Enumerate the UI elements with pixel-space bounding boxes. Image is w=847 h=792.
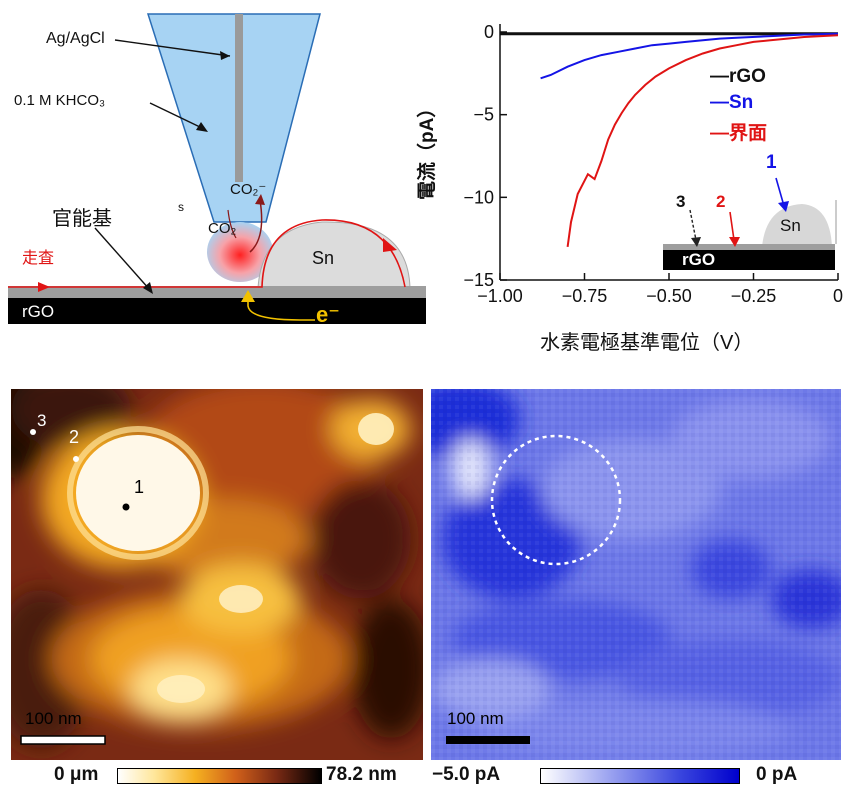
co2-minus-label: CO₂⁻ [230, 181, 267, 198]
series-line-1 [540, 32, 839, 80]
topo-colorbar-max: 78.2 nm [326, 764, 397, 785]
lsv-chart-panel: −1.00 −0.75 −0.50 −0.25 0 0 −5 −10 −15 電流（pA） 水素… [410, 0, 847, 370]
current-map-panel: 100 nm [401, 379, 847, 760]
current-colorbar-min: −5.0 pA [432, 764, 501, 785]
current-scale-label: 100 nm [447, 709, 504, 728]
topography-map [0, 359, 431, 760]
scan-arrow-left [38, 282, 50, 292]
chart-axes: −1.00 −0.75 −0.50 −0.25 0 0 −5 −10 −15 [463, 22, 843, 306]
electron-arrowhead [241, 290, 255, 302]
chart-inset [663, 177, 837, 270]
topo-colorbar [117, 768, 322, 784]
co2-in-arrow [227, 209, 237, 239]
co2-reduction-arrowhead [255, 194, 265, 205]
electron-path [247, 294, 315, 321]
ag-agcl-wire [235, 14, 243, 182]
inset-arrow-3 [689, 209, 697, 241]
point-3-marker [30, 429, 36, 435]
co2-reduction-arrow [249, 199, 263, 253]
co2-label: CO₂ [208, 220, 237, 237]
current-map [401, 379, 847, 760]
ag-agcl-label: Ag/AgCl [46, 30, 105, 47]
topo-point-1-label: 1 [134, 477, 145, 497]
electron-label: e⁻ [316, 302, 340, 327]
substrate-gray-layer [8, 286, 426, 298]
legend-sn: —Sn [710, 92, 754, 113]
inset-arrow-1 [775, 177, 785, 207]
sn-particle-outline [490, 434, 622, 566]
y-tick-label: −15 [463, 270, 494, 290]
schematic-panel: Ag/AgCl 0.1 M KHCO₃ s CO₂⁻ CO₂ 官能基 走査 Sn… [0, 0, 430, 340]
legend-rgo: —rGO [710, 66, 766, 87]
rgo-substrate [8, 298, 426, 324]
topo-scale-bar [20, 735, 106, 745]
legend-interface: —界面 [710, 123, 768, 144]
topo-scale-label: 100 nm [25, 709, 82, 728]
chart-lines [500, 32, 839, 248]
y-tick-label: −10 [463, 187, 494, 207]
x-tick-label: −0.75 [562, 286, 608, 306]
point-1-marker [122, 503, 130, 511]
inset-label-2: 2 [716, 192, 726, 211]
inset-label-1: 1 [766, 152, 777, 173]
topo-point-2-label: 2 [69, 427, 80, 447]
scan-label: 走査 [22, 250, 55, 267]
meniscus-droplet [207, 222, 273, 282]
sn-particle [257, 221, 411, 289]
inset-arrow-2 [729, 211, 735, 241]
small-particle-bright [358, 413, 394, 445]
x-tick-label: −0.25 [731, 286, 777, 306]
inset-rgo-label: rGO [682, 250, 716, 269]
current-scale-bar [446, 736, 530, 744]
y-tick-label: 0 [484, 22, 494, 42]
x-tick-label: −0.50 [646, 286, 692, 306]
current-colorbar-row: −5.0 pA 0 pA [430, 762, 847, 790]
point-2-marker [73, 456, 79, 462]
small-s-label: s [178, 200, 184, 214]
inset-rgo-layer [663, 250, 835, 270]
sn-label: Sn [312, 248, 335, 268]
functional-group-pointer [94, 227, 151, 291]
scan-arrow-right [383, 238, 397, 252]
inset-label-3: 3 [676, 192, 686, 211]
topo-colorbar-min: 0 μm [54, 764, 99, 785]
chart-x-axis-label: 水素電極基準電位（V） [540, 332, 754, 354]
inset-sn-label: Sn [780, 216, 801, 235]
x-tick-label: −1.00 [477, 286, 523, 306]
series-line-2 [566, 34, 839, 248]
pipette [146, 13, 321, 223]
electrolyte-label: 0.1 M KHCO₃ [14, 92, 106, 109]
ag-agcl-pointer [114, 39, 231, 57]
x-tick-label: 0 [833, 286, 843, 306]
y-tick-label: −5 [473, 105, 494, 125]
current-colorbar-max: 0 pA [756, 764, 798, 785]
inset-gray-layer [663, 244, 835, 250]
inset-sn-particle [762, 204, 832, 247]
current-colorbar [540, 768, 740, 784]
schematic-drawing [8, 13, 426, 324]
sn-particle-bright [76, 435, 200, 551]
lsv-chart: −1.00 −0.75 −0.50 −0.25 0 0 −5 −10 −15 [463, 22, 843, 306]
topo-colorbar-row: 0 μm 78.2 nm [0, 762, 430, 790]
topography-map-panel: 1 2 3 100 nm [0, 359, 431, 760]
functional-group-label: 官能基 [52, 208, 112, 230]
rgo-label: rGO [22, 302, 55, 321]
scan-path [8, 219, 406, 288]
chart-y-axis-label: 電流（pA） [417, 98, 438, 200]
topo-point-3-label: 3 [37, 411, 47, 430]
electrolyte-pointer [149, 102, 203, 129]
